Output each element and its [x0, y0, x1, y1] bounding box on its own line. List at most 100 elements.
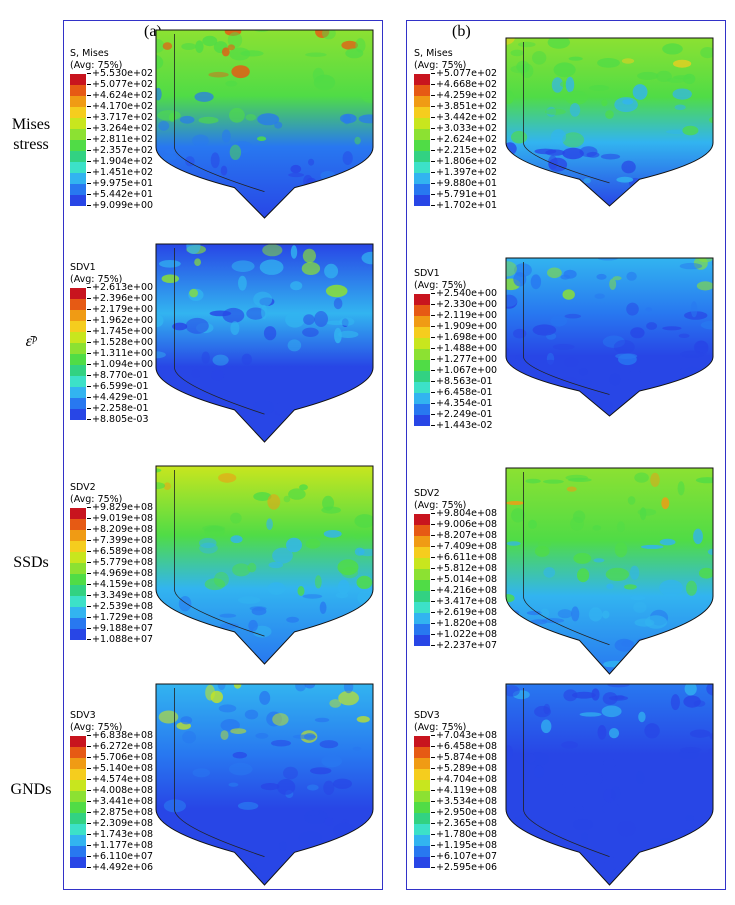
color-swatch — [414, 393, 430, 404]
color-swatch — [414, 758, 430, 769]
legend-value: +8.209e+08 — [87, 525, 153, 535]
color-swatch — [414, 536, 430, 547]
color-swatch — [70, 288, 86, 299]
legend-value: +9.804e+08 — [431, 509, 497, 519]
contour-map-b-2 — [505, 257, 714, 417]
contour-map-a-4 — [155, 683, 374, 886]
legend-value: +2.179e+00 — [87, 305, 153, 315]
color-swatch — [70, 747, 86, 758]
legend-value: +1.443e-02 — [431, 421, 493, 431]
color-swatch — [414, 769, 430, 780]
color-swatch — [70, 387, 86, 398]
color-swatch — [70, 85, 86, 96]
legend-value: +2.119e+00 — [431, 311, 497, 321]
color-swatch — [70, 541, 86, 552]
cup-outline — [505, 467, 714, 675]
legend-value: +1.451e+02 — [87, 168, 153, 178]
color-swatch — [70, 585, 86, 596]
legend-value: +6.272e+08 — [87, 742, 153, 752]
legend-value: +9.880e+01 — [431, 179, 497, 189]
cup-inner-edge — [523, 42, 610, 184]
color-swatch — [70, 354, 86, 365]
legend-value: +5.791e+01 — [431, 190, 497, 200]
color-swatch — [70, 140, 86, 151]
legend-value: +5.077e+02 — [87, 80, 153, 90]
legend-value: +2.875e+08 — [87, 808, 153, 818]
color-swatch — [70, 519, 86, 530]
legend-value: +3.851e+02 — [431, 102, 497, 112]
color-swatch — [414, 846, 430, 857]
color-swatch — [70, 184, 86, 195]
color-swatch — [70, 508, 86, 519]
legend-value: +1.702e+01 — [431, 201, 497, 211]
color-swatch — [70, 596, 86, 607]
color-swatch — [70, 607, 86, 618]
legend-value: +1.904e+02 — [87, 157, 153, 167]
color-swatch — [70, 835, 86, 846]
color-swatch — [414, 360, 430, 371]
legend-variable: SDV3 — [70, 710, 96, 721]
cup-inner-edge — [523, 262, 610, 395]
legend-value: +9.099e+00 — [87, 201, 153, 211]
legend-value: +1.743e+08 — [87, 830, 153, 840]
color-swatch — [414, 780, 430, 791]
row-label-gnds: GNDs — [10, 781, 52, 798]
color-swatch — [414, 327, 430, 338]
cup-outline — [155, 29, 374, 219]
color-swatch — [414, 525, 430, 536]
legend-value: +1.820e+08 — [431, 619, 497, 629]
color-swatch — [414, 195, 430, 206]
cup-outline — [505, 37, 714, 207]
contour-map-b-3 — [505, 467, 714, 675]
color-swatch — [414, 591, 430, 602]
legend-variable: SDV2 — [414, 488, 440, 499]
legend-value: +1.277e+00 — [431, 355, 497, 365]
color-swatch — [70, 107, 86, 118]
legend-value: +1.022e+08 — [431, 630, 497, 640]
legend-averaging: (Avg: 75%) — [414, 500, 467, 511]
legend-value: +4.008e+08 — [87, 786, 153, 796]
cup-body — [156, 466, 373, 664]
cup-outline — [155, 465, 374, 665]
color-swatch — [414, 184, 430, 195]
color-swatch — [414, 824, 430, 835]
legend-averaging: (Avg: 75%) — [70, 494, 123, 505]
legend-value: +4.969e+08 — [87, 569, 153, 579]
color-swatch — [414, 294, 430, 305]
legend-value: +9.829e+08 — [87, 503, 153, 513]
legend-value: +2.613e+00 — [87, 283, 153, 293]
color-swatch — [414, 514, 430, 525]
legend-value: +5.014e+08 — [431, 575, 497, 585]
color-swatch — [414, 96, 430, 107]
legend-variable: S, Mises — [70, 48, 109, 59]
color-swatch — [70, 398, 86, 409]
legend-a-2: SDV1 (Avg: 75%) +2.613e+00 +2.396e+00 +2.179… — [70, 262, 153, 425]
legend-variable: S, Mises — [414, 48, 453, 59]
legend-value: +1.528e+00 — [87, 338, 153, 348]
legend-value: +2.215e+02 — [431, 146, 497, 156]
color-swatch — [70, 552, 86, 563]
color-swatch — [70, 824, 86, 835]
legend-variable: SDV1 — [70, 262, 96, 273]
color-swatch — [70, 813, 86, 824]
color-swatch — [70, 343, 86, 354]
legend-a-4: SDV3 (Avg: 75%) +6.838e+08 +6.272e+08 +5.706… — [70, 710, 153, 873]
legend-value: +2.309e+08 — [87, 819, 153, 829]
legend-value: +2.811e+02 — [87, 135, 153, 145]
legend-a-3: SDV2 (Avg: 75%) +9.829e+08 +9.019e+08 +8.209… — [70, 482, 153, 645]
color-swatch — [70, 332, 86, 343]
color-swatch — [414, 747, 430, 758]
legend-averaging: (Avg: 75%) — [414, 280, 467, 291]
color-swatch — [414, 813, 430, 824]
color-swatch — [414, 613, 430, 624]
color-swatch — [414, 349, 430, 360]
legend-value: +2.330e+00 — [431, 300, 497, 310]
color-swatch — [70, 530, 86, 541]
legend-value: +1.745e+00 — [87, 327, 153, 337]
legend-averaging: (Avg: 75%) — [414, 722, 467, 733]
color-swatch — [414, 129, 430, 140]
contour-map-a-3 — [155, 465, 374, 665]
color-swatch — [70, 376, 86, 387]
contour-map-a-1 — [155, 29, 374, 219]
cup-inner-edge — [174, 248, 265, 415]
